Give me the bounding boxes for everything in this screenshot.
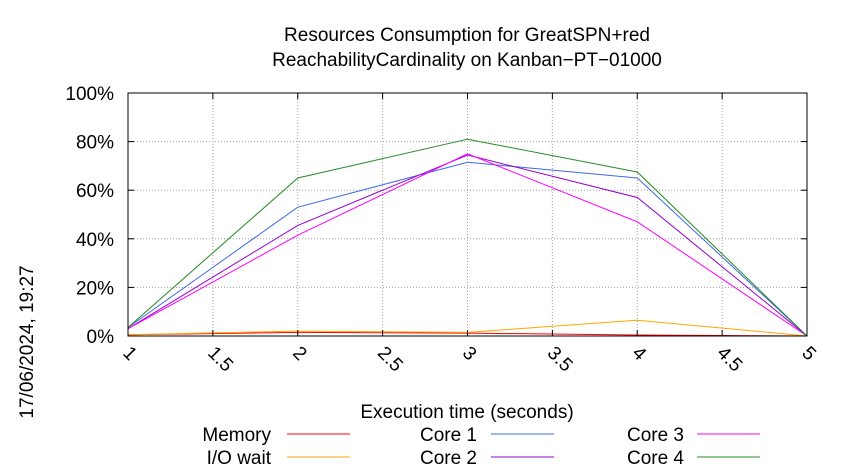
y-tick-label: 100%	[65, 84, 114, 105]
y-tick-label: 60%	[76, 181, 114, 202]
y-tick-label: 40%	[76, 230, 114, 251]
timestamp-label: 17/06/2024, 19:27	[17, 265, 38, 418]
legend-label-core-4: Core 4	[627, 448, 684, 469]
grid	[128, 93, 807, 336]
series-line-core-2	[127, 154, 808, 337]
series-line-core-4	[127, 138, 808, 337]
y-tick-label: 80%	[76, 133, 114, 154]
chart-title-line-2: ReachabilityCardinality on Kanban−PT−010…	[272, 50, 662, 71]
legend-label-memory: Memory	[202, 425, 271, 446]
series-line-core-1	[127, 161, 808, 337]
y-tick-label: 20%	[76, 278, 114, 299]
chart-title-line-1: Resources Consumption for GreatSPN+red	[284, 25, 650, 46]
legend-label-i-o-wait: I/O wait	[207, 448, 272, 469]
x-axis-label: Execution time (seconds)	[360, 402, 573, 423]
series-line-core-3	[127, 153, 808, 337]
legend-label-core-3: Core 3	[627, 425, 684, 446]
legend-label-core-1: Core 1	[420, 425, 477, 446]
legend-label-core-2: Core 2	[420, 448, 477, 469]
y-tick-label: 0%	[87, 327, 115, 348]
series-lines	[127, 138, 808, 337]
